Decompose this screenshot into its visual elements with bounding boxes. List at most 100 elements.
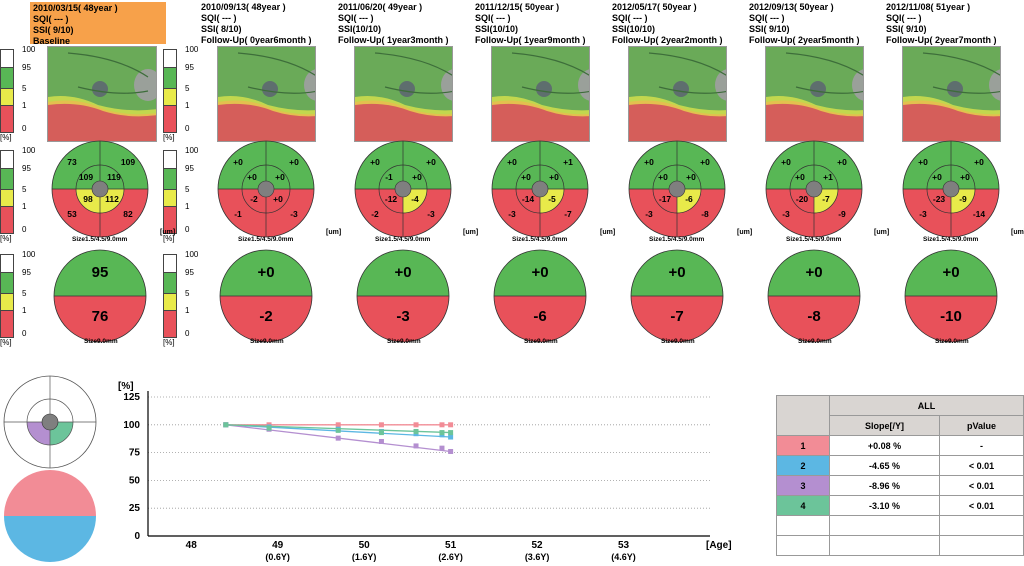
table-row: 2 -4.65 % < 0.01 [776, 455, 1024, 476]
visit-sqi: SQI( --- ) [749, 13, 785, 23]
unit-label: [um] [463, 229, 479, 236]
sector-value: -14 [973, 209, 986, 219]
sector-value: +1 [563, 157, 573, 167]
sector-value: 73 [67, 157, 77, 167]
visit-header: 2012/09/13( 50year ) SQI( --- ) SSI( 9/10)… [749, 2, 869, 46]
overall-size-label: Size9.0mm [387, 338, 421, 345]
p-value: - [939, 435, 1024, 456]
sector-value: 53 [67, 209, 77, 219]
overall-top-value: +0 [394, 264, 411, 281]
region-number: 2 [776, 455, 830, 476]
visit-date: 2010/09/13( 48year ) [201, 2, 286, 12]
scale-tick: 95 [185, 63, 194, 73]
sector-value: -20 [796, 194, 809, 204]
scale-tick: 0 [185, 224, 190, 234]
scale-unit: [%] [163, 133, 175, 142]
overall-size-label: Size9.0mm [250, 338, 284, 345]
visit-follow: Follow-Up( 2year7month ) [886, 35, 997, 45]
overall-thickness-chart: +0 -8 [767, 249, 861, 343]
series-point [378, 422, 384, 428]
unit-label: [um] [160, 229, 176, 236]
visit-date: 2011/12/15( 50year ) [475, 2, 560, 12]
sector-value: -3 [919, 209, 927, 219]
visit-header: 2011/12/15( 50year ) SQI( --- ) SSI(10/10)… [475, 2, 595, 46]
overall-bottom-value: -3 [396, 308, 409, 325]
visit-header: 2012/05/17( 50year ) SQI( --- ) SSI(10/10)… [612, 2, 732, 46]
sector-value: +0 [275, 172, 285, 182]
fundus-thickness-map [765, 46, 864, 142]
p-value: < 0.01 [939, 455, 1024, 476]
sector-value: +0 [932, 172, 942, 182]
scale-tick: 100 [185, 45, 199, 54]
scale-tick: 1 [185, 305, 190, 315]
sector-value: +0 [426, 157, 436, 167]
visit-date: 2010/03/15( 48year ) [33, 3, 118, 13]
x-tick-label: 49 [272, 540, 284, 551]
scale-tick: 5 [22, 185, 27, 195]
table-row: 4 -3.10 % < 0.01 [776, 495, 1024, 516]
sector-value: +1 [823, 172, 833, 182]
fundus-thickness-map [354, 46, 453, 142]
sector-thickness-chart: +0 +0 +0 +0 -3 -8 -17 -6 [628, 140, 726, 238]
overall-thickness-chart: +0 -6 [493, 249, 587, 343]
visit-follow: Follow-Up( 1year9month ) [475, 35, 586, 45]
series-point [448, 422, 454, 428]
scale-tick: 100 [22, 146, 36, 155]
y-tick-label: 50 [129, 475, 141, 486]
visit-date: 2011/06/20( 49year ) [338, 2, 423, 12]
series-point [448, 430, 454, 436]
visit-ssi: SSI( 9/10) [33, 25, 74, 35]
scale-tick: 5 [185, 289, 190, 299]
sector-value: -2 [371, 209, 379, 219]
visit-date: 2012/11/08( 51year ) [886, 2, 971, 12]
scale-tick: 1 [22, 305, 27, 315]
sector-size-label: Size1.5/4.5/9.0mm [923, 236, 979, 243]
visit-header: 2011/06/20( 49year ) SQI( --- ) SSI(10/10)… [338, 2, 458, 46]
sector-value: 98 [83, 194, 93, 204]
series-point [439, 445, 445, 451]
fundus-thickness-map [628, 46, 727, 142]
visit-sqi: SQI( --- ) [33, 14, 69, 24]
x-tick-sublabel: (2.6Y) [438, 552, 463, 562]
overall-top-value: +0 [805, 264, 822, 281]
scale-unit: [%] [0, 133, 12, 142]
visit-date: 2012/05/17( 50year ) [612, 2, 697, 12]
region-number: 3 [776, 475, 830, 496]
visit-header: 2010/09/13( 48year ) SQI( --- ) SSI( 8/10)… [201, 2, 321, 46]
scale-unit: [%] [0, 338, 12, 347]
visit-ssi: SSI( 9/10) [749, 24, 790, 34]
sector-value: 82 [123, 209, 133, 219]
sector-value: +0 [781, 157, 791, 167]
scale-tick: 0 [22, 123, 27, 133]
scale-tick: 95 [185, 164, 194, 174]
sector-value: +0 [370, 157, 380, 167]
color-scale-legend: 100 95 5 1 0 [%] [163, 45, 198, 142]
y-tick-label: 75 [129, 448, 141, 459]
region-legend-overall [4, 470, 96, 562]
scale-unit: [%] [0, 234, 12, 243]
series-point [448, 448, 454, 454]
color-scale-legend: 100 95 5 1 0 [%] [163, 250, 198, 347]
visit-sqi: SQI( --- ) [338, 13, 374, 23]
sector-value: +0 [247, 172, 257, 182]
series-point [439, 430, 445, 436]
slope-value: -3.10 % [828, 495, 941, 516]
fundus-thickness-map [491, 46, 590, 142]
sector-thickness-chart: +0 +0 -1 +0 -2 -3 -12 -4 [354, 140, 452, 238]
region-number: 1 [776, 435, 830, 456]
visit-ssi: SSI( 8/10) [201, 24, 242, 34]
sector-value: -5 [548, 194, 556, 204]
visit-follow: Follow-Up( 0year6month ) [201, 35, 312, 45]
sector-value: +0 [700, 157, 710, 167]
sector-thickness-chart: +0 +1 +0 +0 -3 -7 -14 -5 [491, 140, 589, 238]
visit-follow: Follow-Up( 2year2month ) [612, 35, 723, 45]
table-row: 1 +0.08 % - [776, 435, 1024, 456]
sector-size-label: Size1.5/4.5/9.0mm [649, 236, 705, 243]
x-tick-label: 53 [618, 540, 630, 551]
overall-top-value: +0 [668, 264, 685, 281]
color-scale-legend: 100 95 5 1 0 [%] [0, 146, 35, 243]
sector-value: -3 [427, 209, 435, 219]
x-tick-label: 48 [186, 540, 198, 551]
x-tick-label: 52 [532, 540, 544, 551]
